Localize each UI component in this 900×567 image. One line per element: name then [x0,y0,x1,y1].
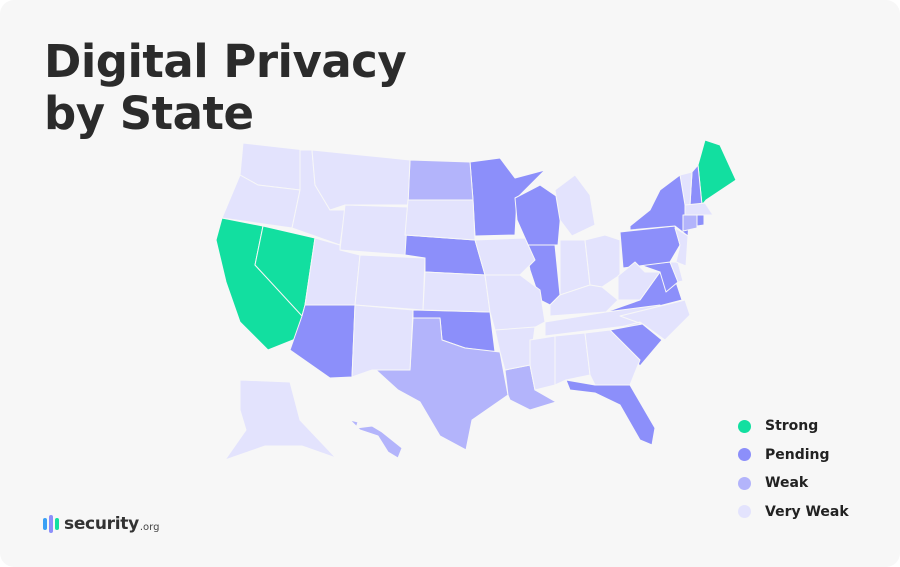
state-ia [474,237,536,276]
state-ct [682,214,698,232]
state-nm [351,304,414,378]
legend-swatch [738,448,751,462]
legend-label: Strong [765,418,819,435]
logo-name: security [64,514,139,534]
state-wi [514,184,563,246]
state-de [669,261,684,283]
state-co [354,254,426,311]
state-mt [311,149,411,211]
legend-item-pending: Pending [738,441,849,470]
legend: Strong Pending Weak Very Weak [738,412,849,526]
state-wv [617,261,661,301]
title-line-2: by State [44,87,254,140]
state-sd [404,199,476,241]
state-oh [584,234,621,288]
state-ma [684,202,714,216]
legend-label: Weak [765,475,809,492]
legend-item-very-weak: Very Weak [738,498,849,527]
state-ky [549,284,619,317]
state-mo [484,274,546,331]
logo-bars-icon [43,515,59,533]
legend-swatch [738,505,751,519]
title-line-1: Digital Privacy [44,35,407,88]
state-mi [554,174,596,237]
page-title: Digital Privacy by State [44,35,407,140]
state-nj [674,227,689,267]
state-tx [375,317,509,451]
state-ny [629,174,691,237]
state-ms [529,335,556,391]
state-nc [609,299,691,341]
state-ri [696,214,705,227]
legend-swatch [738,476,751,490]
legend-item-strong: Strong [738,412,849,441]
legend-label: Pending [765,446,830,463]
state-me [697,139,737,206]
legend-swatch [738,419,751,433]
state-hi [349,419,403,459]
legend-item-weak: Weak [738,469,849,498]
state-al [554,332,591,386]
legend-label: Very Weak [765,503,849,520]
state-ar [494,326,536,371]
state-nd [407,159,474,201]
logo-tld: .org [139,521,160,533]
state-ks [422,271,491,313]
security-org-logo: security .org [43,514,159,534]
state-ak [224,379,337,461]
state-fl [565,379,656,446]
state-wy [339,204,409,256]
